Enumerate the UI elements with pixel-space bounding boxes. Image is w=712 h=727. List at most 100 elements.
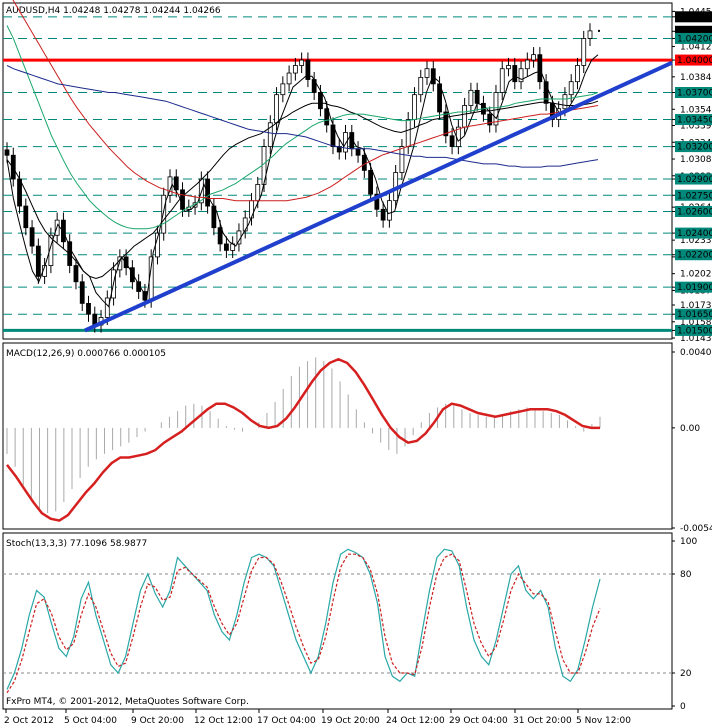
price-level-marker	[675, 324, 712, 336]
candle-body	[48, 234, 54, 266]
candle-body	[424, 68, 430, 78]
price-level-marker-label: 1.02750	[677, 191, 712, 201]
candle-body	[575, 65, 580, 83]
candle-body	[4, 149, 10, 156]
stoch-tick-label: 100	[680, 537, 697, 547]
candle-body	[286, 72, 292, 85]
candle-body	[518, 68, 524, 83]
price-level-marker	[675, 141, 712, 153]
x-tick-label: 12 Oct 12:00	[194, 716, 253, 726]
candle-body	[35, 245, 41, 277]
price-level-marker	[675, 189, 712, 201]
candle-body	[386, 200, 392, 221]
macd-tick-label: -0.00540	[680, 524, 712, 534]
candle-body	[249, 200, 254, 219]
candle-body	[405, 119, 411, 147]
price-level-marker	[675, 114, 712, 126]
candle-body	[449, 135, 455, 147]
trend-line	[84, 60, 673, 333]
candle-body	[537, 54, 543, 83]
candle-body	[487, 113, 493, 126]
moving-average-line	[6, 54, 599, 308]
candle-body	[361, 154, 367, 171]
price-level-marker	[675, 173, 712, 185]
price-level-marker-label: 1.02900	[677, 175, 712, 185]
candle-body	[17, 178, 22, 207]
price-level-marker-label: 1.03200	[677, 143, 712, 153]
candle-body	[161, 194, 167, 234]
macd-panel-frame	[2, 342, 673, 530]
stoch-line	[6, 548, 601, 690]
candle-body	[474, 89, 480, 104]
price-level-marker-label: 1.03450	[677, 116, 712, 126]
price-level-marker-label: 1.01500	[677, 326, 712, 336]
candle-body	[499, 68, 505, 93]
price-level-marker-label: 1.02400	[677, 229, 712, 239]
candle-body	[412, 94, 417, 120]
price-tick-label: 1.03845	[680, 73, 712, 83]
price-level-marker-label: 1.02600	[677, 207, 712, 217]
price-level-marker	[675, 32, 712, 44]
candle-body	[493, 92, 499, 126]
price-level-marker	[675, 54, 712, 66]
candle-body	[10, 154, 16, 180]
price-level-marker-label: 1.04400	[677, 13, 712, 23]
x-tick-label: 5 Oct 04:00	[64, 716, 117, 726]
stoch-tick-label: 20	[680, 669, 692, 679]
x-tick-label: 24 Oct 12:00	[386, 716, 445, 726]
candle-body	[292, 65, 298, 74]
price-panel-frame	[2, 2, 673, 340]
macd-panel: MACD(12,26,9) 0.000766 0.000105 0.00409 0…	[2, 342, 712, 534]
candle-body	[129, 267, 135, 283]
candle-body	[399, 146, 405, 173]
macd-tick-label: 0.00409	[680, 348, 712, 358]
price-level-marker-label: 1.04000	[677, 56, 712, 66]
stoch-title: Stoch(13,3,3) 77.1096 58.9877	[6, 539, 147, 549]
price-chart-title: AUDUSD,H4 1.04248 1.04278 1.04244 1.0426…	[6, 6, 221, 16]
candle-body	[242, 217, 248, 232]
stoch-tick-label: 0	[680, 702, 686, 712]
x-tick-label: 9 Oct 20:00	[131, 716, 184, 726]
price-panel: AUDUSD,H4 1.04248 1.04278 1.04244 1.0426…	[2, 0, 712, 344]
price-tick-label: 1.03545	[680, 105, 712, 115]
stoch-panel: Stoch(13,3,3) 77.1096 58.9877 100 80 20 0	[2, 532, 697, 712]
candle-body	[217, 227, 223, 245]
price-level-marker	[675, 227, 712, 239]
price-level-marker-label: 1.04200	[677, 34, 712, 44]
candle-body	[462, 105, 468, 128]
candle-body	[468, 89, 474, 106]
candle-body	[86, 302, 91, 315]
candle-body	[324, 108, 330, 126]
candle-body	[23, 205, 29, 229]
candle-body	[255, 184, 261, 202]
price-level-marker	[675, 308, 712, 320]
moving-average-line	[6, 100, 599, 280]
candle-body	[355, 148, 361, 156]
price-level-marker	[675, 11, 712, 23]
candle-body	[318, 92, 323, 110]
price-level-marker-label: 1.01900	[677, 283, 712, 293]
price-tick-label: 1.01430	[680, 334, 712, 344]
stoch-tick-label: 80	[680, 570, 692, 580]
x-tick-label: 2 Oct 2012	[4, 716, 54, 726]
candle-body	[280, 83, 286, 96]
candle-body	[506, 65, 511, 70]
macd-title: MACD(12,26,9) 0.000766 0.000105	[6, 349, 166, 359]
macd-signal-line	[6, 357, 600, 522]
candle-body	[29, 227, 35, 247]
price-level-marker-label: 1.01650	[677, 310, 712, 320]
price-level-marker	[675, 25, 712, 37]
copyright-text: FxPro MT4, © 2001-2012, MetaQuotes Softw…	[6, 697, 249, 707]
candle-body	[123, 256, 129, 269]
candle-body	[104, 297, 110, 318]
moving-average-line	[6, 25, 599, 230]
candle-body	[173, 176, 179, 191]
price-tick-label: 1.01735	[680, 301, 712, 311]
price-tick-label: 1.04125	[680, 43, 712, 53]
x-tick-label: 5 Nov 12:00	[576, 716, 631, 726]
price-level-marker-label: 1.03700	[677, 89, 712, 99]
moving-average-line	[6, 65, 599, 168]
price-tick-label: 1.03085	[680, 155, 712, 165]
candle-body	[79, 281, 85, 304]
